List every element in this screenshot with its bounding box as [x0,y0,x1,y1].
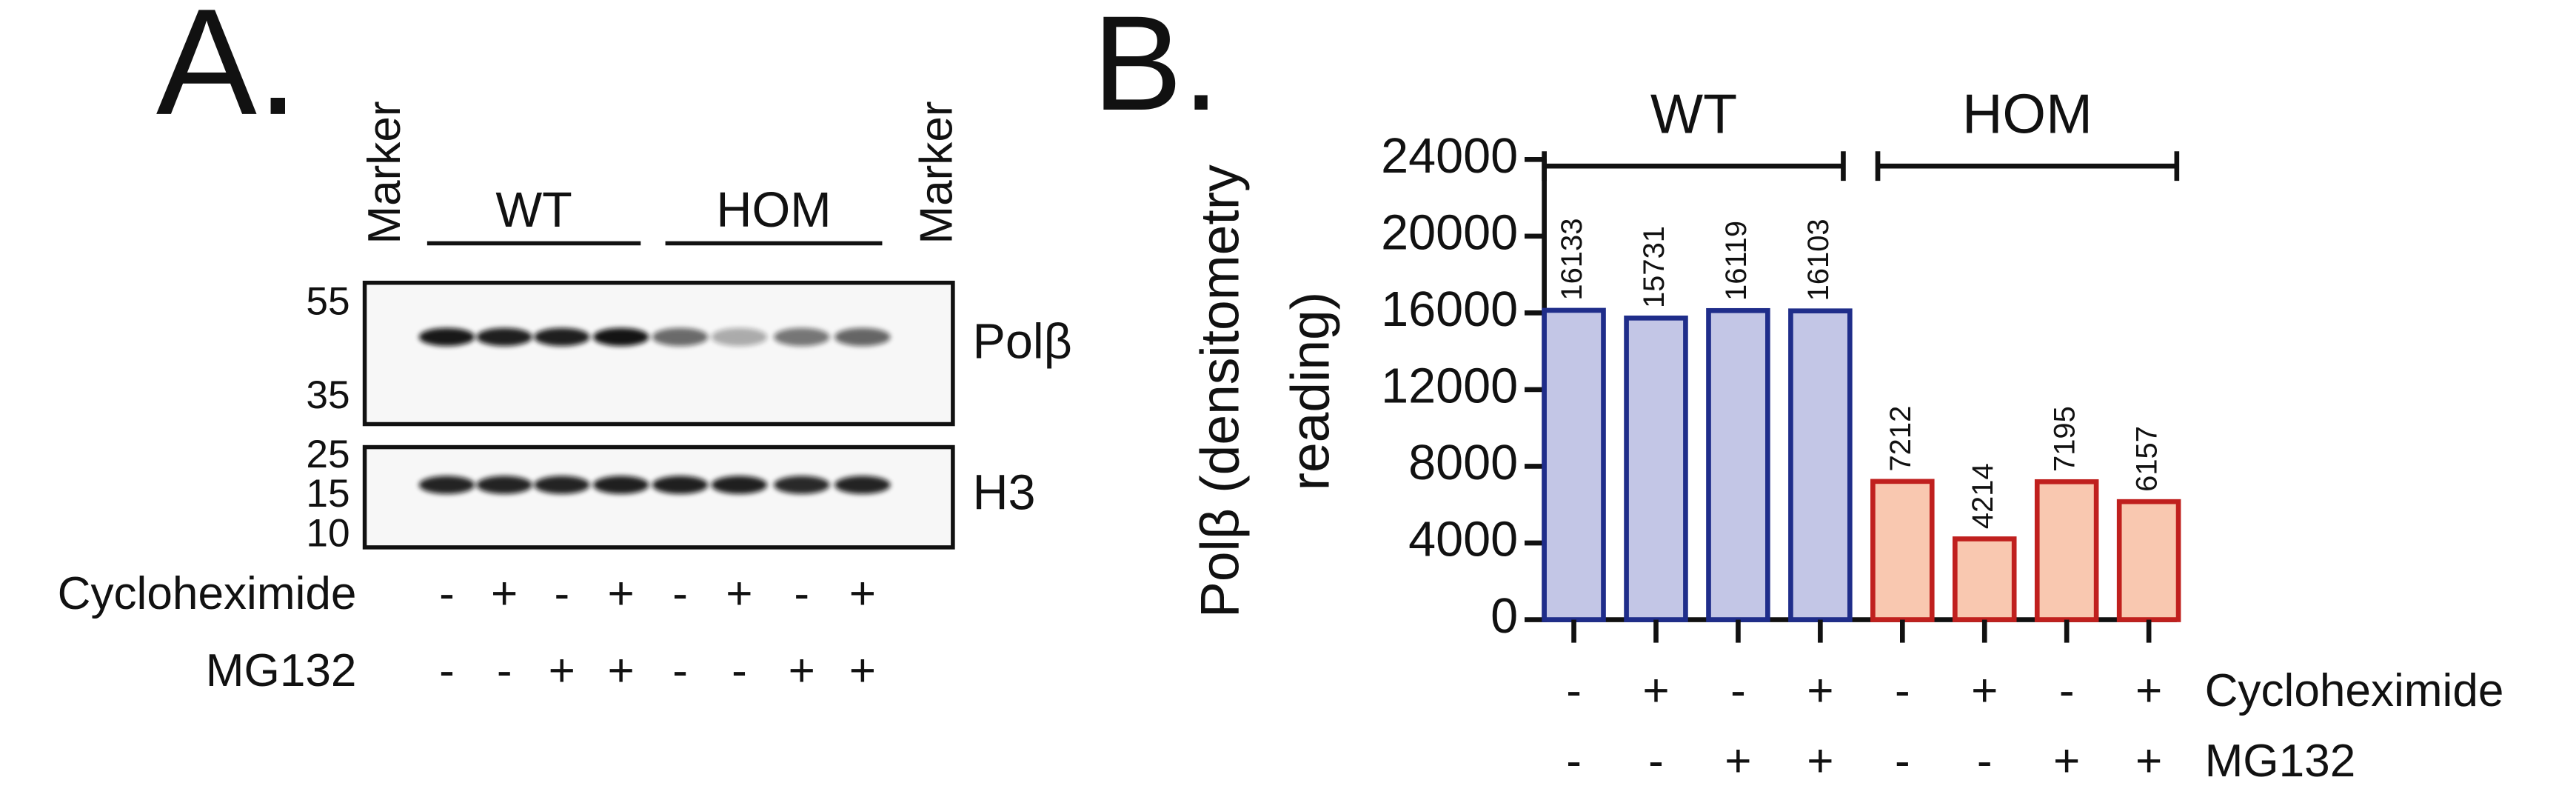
condition-sign: + [2053,736,2080,787]
condition-name: MG132 [2205,736,2356,787]
band [534,327,590,347]
band [476,476,532,494]
panel-label: B. [1092,0,1220,139]
value-label: 7212 [1884,406,1917,472]
condition-sign: + [849,568,876,619]
value-label: 16119 [1720,221,1753,301]
group-label: WT [495,183,572,238]
bar [1624,316,1688,622]
y-tick-label: 16000 [1381,282,1518,337]
condition-sign: - [1566,736,1582,787]
band [418,327,475,347]
marker-size: 55 [306,280,349,324]
condition-sign: + [1807,665,1833,716]
condition-sign: + [608,568,635,619]
marker-size: 15 [306,472,349,516]
condition-sign: + [2135,665,2162,716]
y-axis-label: Polβ (densitometry [1189,164,1250,618]
condition-sign: - [439,568,455,619]
condition-sign: - [672,645,688,696]
bar [1870,479,1935,622]
blot-name: Polβ [973,315,1072,370]
condition-sign: - [554,568,569,619]
condition-sign: - [2059,665,2075,716]
condition-sign: + [849,645,876,696]
condition-sign: - [1566,665,1582,716]
band [834,327,891,347]
condition-sign: + [1971,665,1998,716]
condition-sign: - [1977,736,1993,787]
condition-sign: + [549,645,575,696]
condition-name: Cycloheximide [2205,665,2504,716]
marker-size: 10 [306,511,349,555]
band [592,476,649,494]
condition-sign: - [672,568,688,619]
condition-sign: - [1648,736,1664,787]
condition-sign: - [732,645,747,696]
condition-sign: + [1807,736,1833,787]
condition-sign: - [1730,665,1746,716]
y-tick-label: 8000 [1408,436,1518,490]
value-label: 15731 [1638,226,1670,308]
y-axis-label: reading) [1279,292,1340,491]
band [834,476,891,494]
bar [2116,499,2181,622]
y-tick-label: 20000 [1381,205,1518,260]
group-label: HOM [716,183,831,238]
condition-sign: + [726,568,752,619]
blot-frame [362,280,955,427]
band [774,327,830,347]
blot-name: H3 [973,466,1036,521]
band [592,327,649,347]
band [711,327,768,347]
bar [1706,307,1770,622]
condition-sign: + [1642,665,1669,716]
band [534,476,590,494]
marker-label: Marker [911,101,963,244]
condition-sign: - [439,645,455,696]
y-tick-label: 0 [1491,589,1518,644]
blot-frame [362,444,955,550]
band [652,327,709,347]
marker-size: 35 [306,373,349,417]
group-label: WT [1650,83,1737,145]
value-label: 16133 [1556,219,1588,301]
y-tick-label: 12000 [1381,359,1518,413]
y-tick-label: 4000 [1408,513,1518,567]
group-label: HOM [1962,83,2092,145]
bar [1542,307,1606,622]
y-tick-label: 24000 [1381,129,1518,184]
bar [2034,479,2099,622]
value-label: 7195 [2049,406,2081,472]
value-label: 4214 [1967,463,1999,529]
condition-name: MG132 [206,645,357,696]
condition-sign: - [794,568,809,619]
condition-sign: - [1895,665,1910,716]
band [711,476,768,494]
condition-name: Cycloheximide [58,568,357,619]
panel-label: A. [156,0,299,147]
value-label: 6157 [2131,426,2164,492]
condition-sign: + [491,568,518,619]
condition-sign: + [608,645,635,696]
condition-sign: - [497,645,512,696]
value-label: 16103 [1802,219,1835,301]
band [476,327,532,347]
band [418,476,475,494]
condition-sign: + [789,645,815,696]
marker-label: Marker [359,101,410,244]
condition-sign: + [2135,736,2162,787]
condition-sign: - [1895,736,1910,787]
band [774,476,830,494]
bar [1788,308,1853,622]
band [652,476,709,494]
marker-size: 25 [306,433,349,476]
condition-sign: + [1724,736,1751,787]
bar [1952,536,2017,622]
